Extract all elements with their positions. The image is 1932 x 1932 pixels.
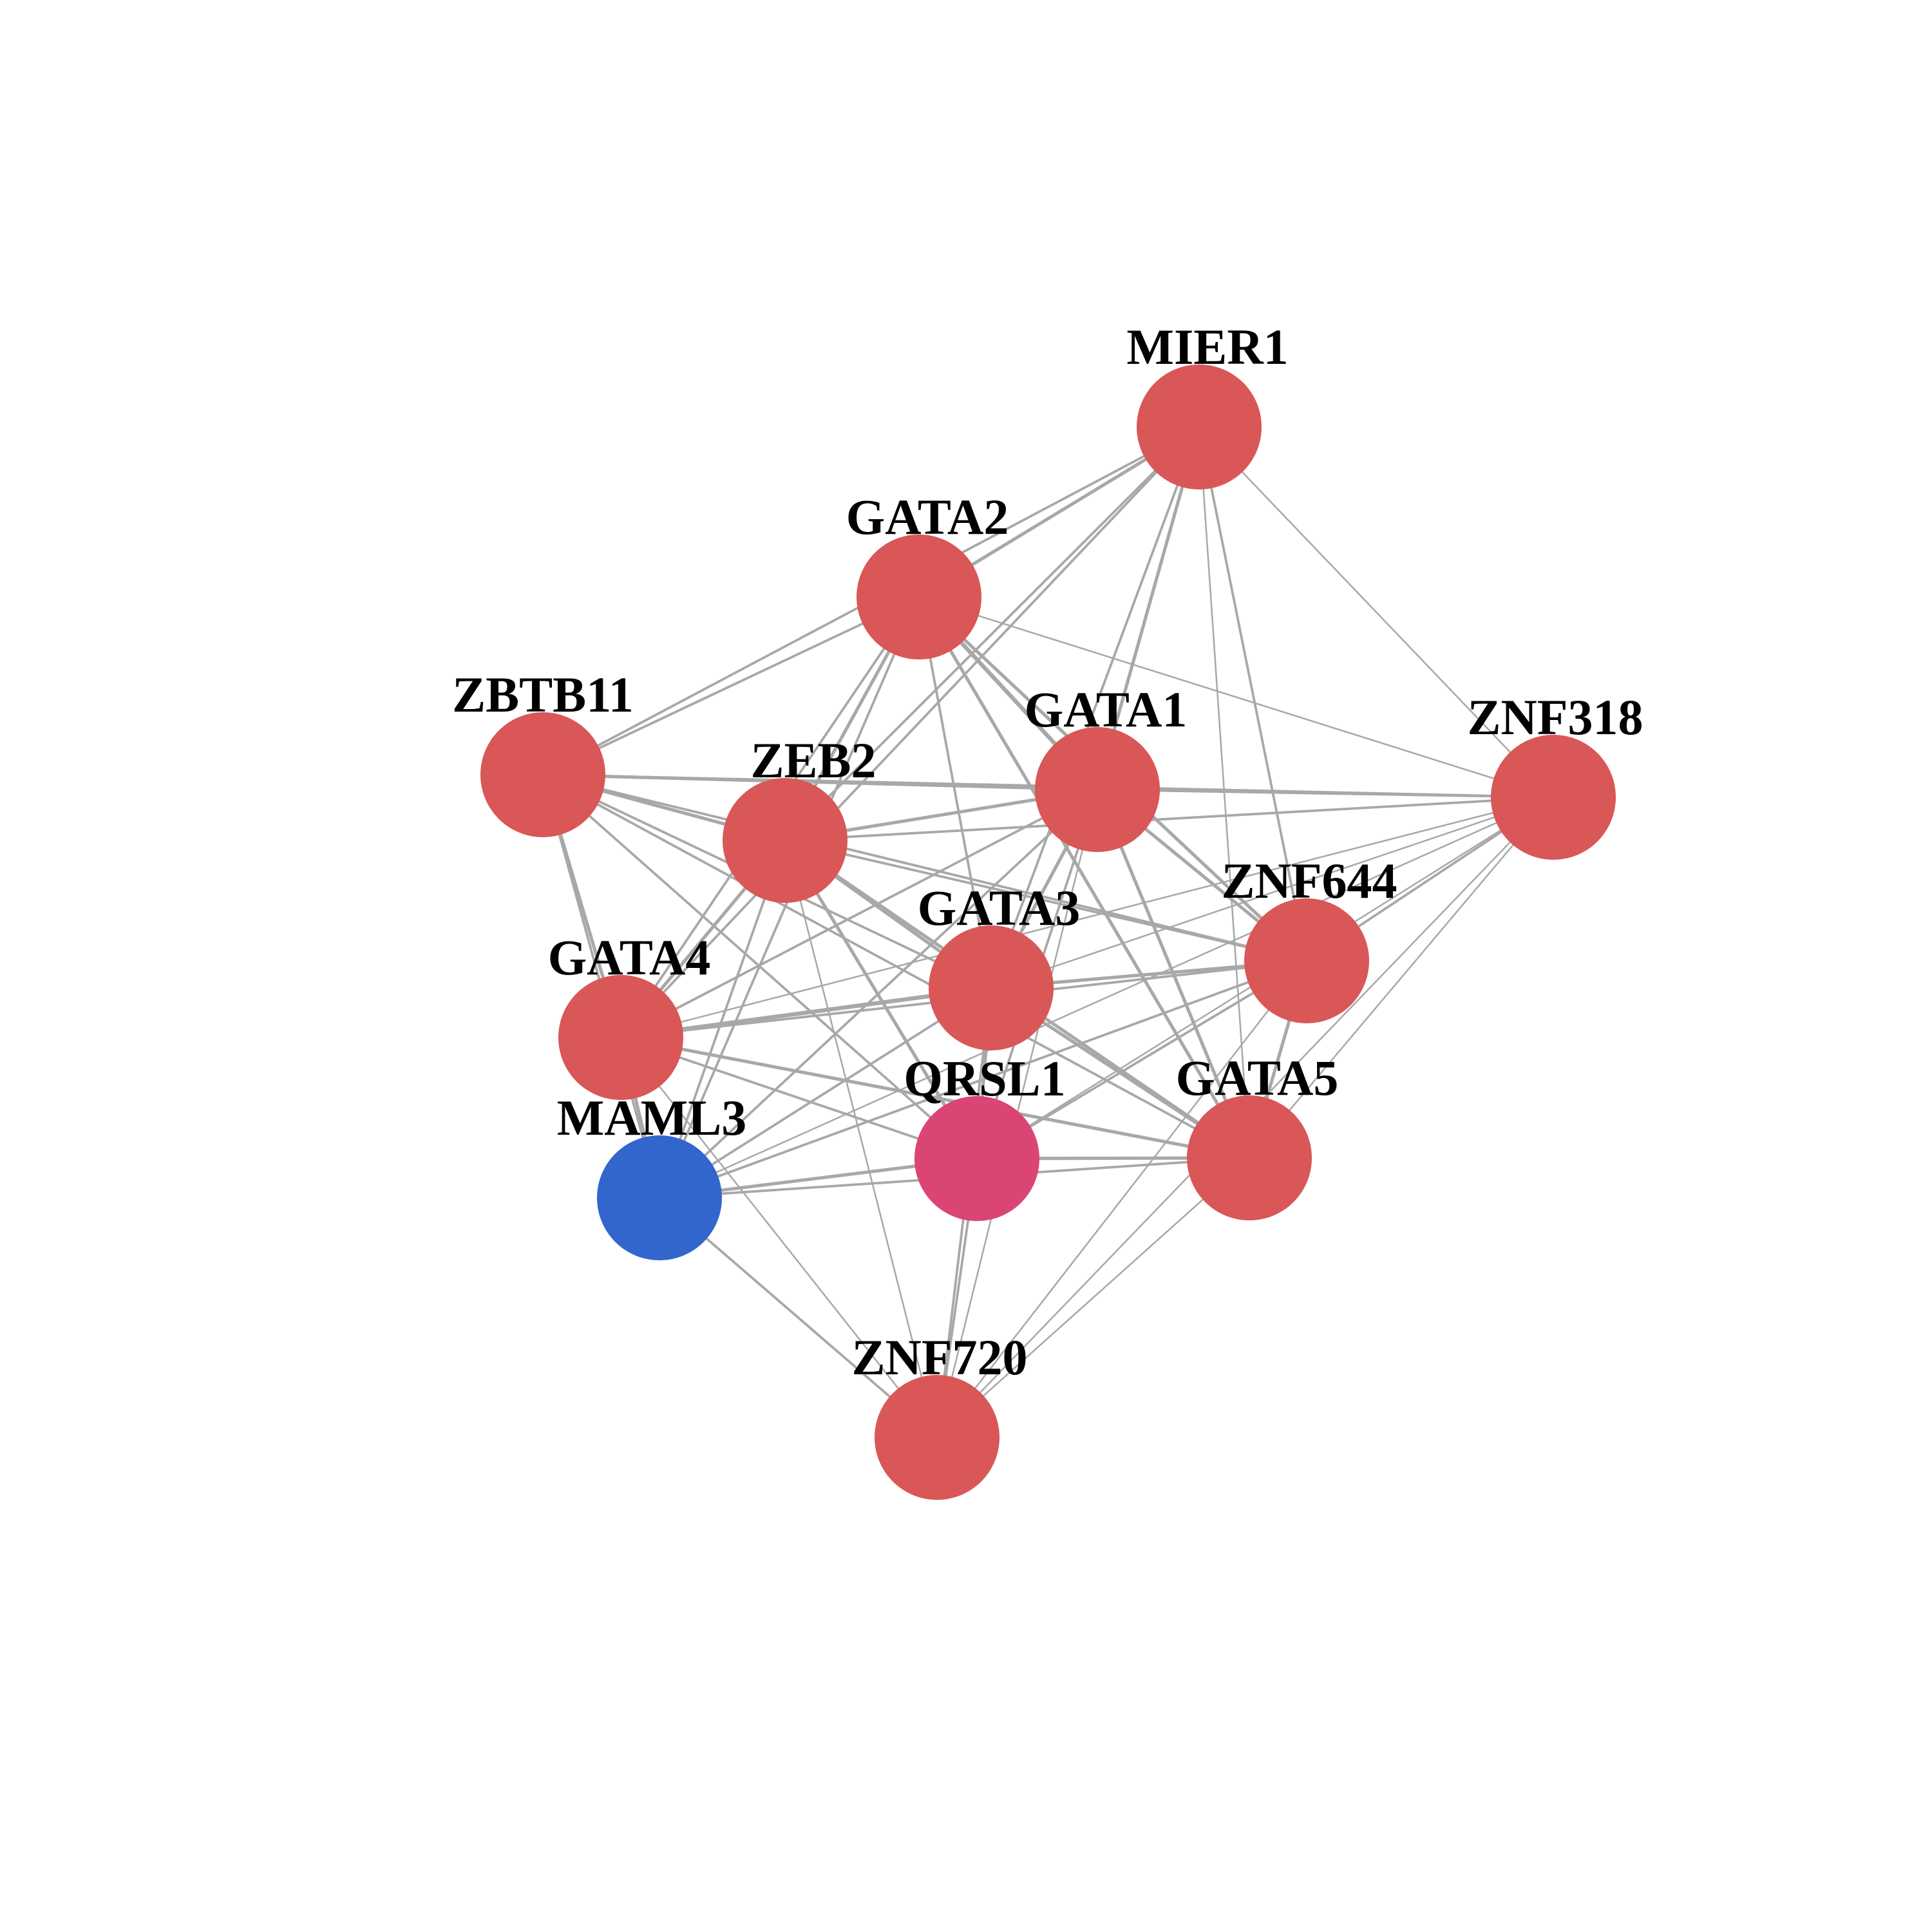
edge-zeb2-znf644 <box>784 839 1307 962</box>
edge-gata1-gata4 <box>620 788 1098 1039</box>
node-label-gata1: GATA1 <box>1025 681 1188 737</box>
edge-mier1-gata3 <box>990 426 1200 989</box>
node-gata2 <box>857 535 981 659</box>
edge-gata2-znf318 <box>918 596 1554 799</box>
edge-znf318-gata5 <box>1249 797 1554 1159</box>
nodes-layer <box>480 365 1616 1500</box>
edge-mier1-gata4 <box>620 426 1200 1039</box>
edge-gata3-maml3 <box>658 987 992 1199</box>
node-label-zbtb11: ZBTB11 <box>452 667 634 723</box>
edge-mier1-znf644 <box>1198 426 1308 961</box>
node-znf318 <box>1491 735 1616 860</box>
edge-zeb2-maml3 <box>658 840 786 1198</box>
edge-gata2-gata5 <box>917 596 1251 1159</box>
node-label-gata4: GATA4 <box>548 929 711 985</box>
node-label-zeb2: ZEB2 <box>750 732 876 788</box>
edge-mier1-znf318 <box>1198 426 1554 798</box>
edge-gata2-zbtb11 <box>542 596 920 776</box>
edge-gata5-znf720 <box>936 1157 1250 1438</box>
node-zbtb11 <box>480 712 605 837</box>
node-label-znf318: ZNF318 <box>1468 689 1643 745</box>
node-maml3 <box>597 1135 722 1260</box>
node-znf720 <box>875 1375 999 1500</box>
node-gata3 <box>929 925 1054 1050</box>
node-label-mier1: MIER1 <box>1126 319 1288 375</box>
edge-gata2-gata3 <box>918 596 992 989</box>
edge-znf318-maml3 <box>659 796 1554 1199</box>
edge-gata1-znf318 <box>1097 788 1554 799</box>
edge-gata4-znf720 <box>620 1037 938 1438</box>
edge-znf644-znf720 <box>936 960 1307 1438</box>
edge-znf318-gata4 <box>620 796 1554 1039</box>
node-label-qrsl1: QRSL1 <box>904 1050 1065 1106</box>
edge-zeb2-znf318 <box>784 796 1554 842</box>
node-qrsl1 <box>914 1096 1039 1221</box>
edge-znf318-gata3 <box>990 796 1554 989</box>
node-gata4 <box>558 975 683 1100</box>
node-znf644 <box>1244 898 1369 1023</box>
edge-mier1-gata1 <box>1095 426 1201 790</box>
node-label-gata5: GATA5 <box>1176 1050 1339 1106</box>
node-mier1 <box>1137 365 1262 489</box>
node-label-znf720: ZNF720 <box>852 1329 1028 1385</box>
edge-gata1-maml3 <box>658 788 1099 1199</box>
node-gata5 <box>1187 1095 1312 1220</box>
edge-znf644-qrsl1 <box>976 960 1307 1160</box>
labels-layer: MIER1 GATA2 ZBTB11 ZEB2 GATA1 ZNF318 ZNF644 GAT… <box>452 319 1643 1385</box>
edge-gata4-gata5 <box>620 1036 1250 1160</box>
node-zeb2 <box>723 778 848 903</box>
edge-zbtb11-qrsl1 <box>542 773 978 1160</box>
node-label-gata2: GATA2 <box>846 489 1009 545</box>
edge-zbtb11-znf644 <box>542 773 1307 962</box>
edge-mier1-zeb2 <box>784 426 1200 842</box>
node-label-maml3: MAML3 <box>557 1090 747 1146</box>
edge-gata4-qrsl1 <box>620 1036 978 1160</box>
node-gata1 <box>1035 727 1160 852</box>
node-label-gata3: GATA3 <box>918 880 1081 936</box>
node-label-znf644: ZNF644 <box>1222 853 1397 909</box>
